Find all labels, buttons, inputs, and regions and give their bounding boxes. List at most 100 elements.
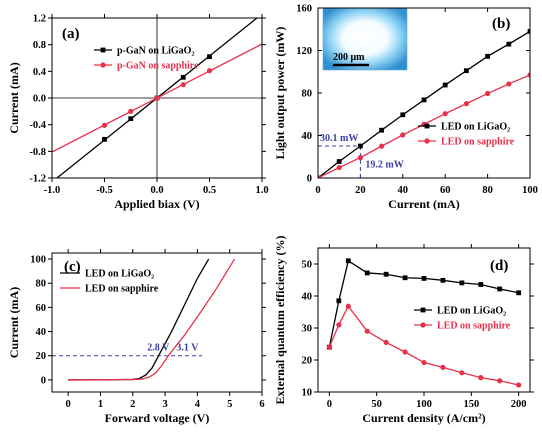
data-point: [478, 375, 484, 381]
x-tick-label: 200: [511, 399, 527, 410]
data-point: [506, 81, 512, 87]
data-point: [345, 303, 351, 309]
data-point: [485, 53, 490, 59]
data-point: [318, 175, 321, 178]
y-tick-label: 80: [36, 279, 47, 290]
x-tick-label: 0.5: [203, 185, 216, 196]
legend-label: LED on LiGaO₂: [437, 306, 506, 317]
data-point: [459, 280, 465, 286]
data-point: [400, 112, 406, 118]
data-point: [336, 298, 342, 304]
annotation-sapphire-voltage: 3.1 V: [176, 343, 199, 354]
data-point: [506, 41, 512, 47]
x-tick-label: 0: [315, 185, 320, 196]
data-point: [357, 155, 363, 161]
y-tick-label: 0.8: [33, 40, 46, 51]
x-tick-label: 3: [162, 399, 167, 410]
data-point: [379, 143, 385, 149]
plot-area: [326, 258, 522, 388]
y-tick-label: 20: [36, 351, 47, 362]
x-tick-label: 100: [522, 185, 538, 196]
data-point: [464, 68, 469, 74]
data-point: [459, 370, 465, 376]
legend-label: LED on sapphire: [441, 137, 515, 148]
y-tick-label: 30: [302, 324, 313, 335]
x-tick-label: 0: [66, 399, 71, 410]
y-tick-label: 0.4: [33, 67, 47, 78]
data-point: [485, 90, 491, 97]
plot-frame: [317, 7, 531, 179]
legend-marker: [100, 62, 106, 68]
y-axis-title: Current (mA): [7, 287, 21, 358]
y-tick-label: 80: [302, 89, 313, 100]
legend-marker: [424, 123, 430, 129]
data-point: [402, 349, 408, 355]
y-axis-title: Light output power (mW): [273, 27, 287, 160]
x-tick-label: 0.0: [150, 185, 163, 196]
x-tick-label: 50: [371, 399, 382, 410]
y-tick-label: 100: [30, 255, 46, 266]
data-point: [527, 28, 530, 34]
data-point: [207, 54, 212, 60]
data-point: [463, 101, 469, 107]
data-point: [128, 108, 134, 114]
y-tick-label: 0.0: [33, 94, 46, 105]
plot-frame: [317, 247, 531, 393]
annotation-ligao2-power: 30.1 mW: [320, 133, 358, 144]
data-point: [102, 136, 107, 142]
y-tick-label: 40: [302, 131, 313, 142]
data-point: [345, 258, 351, 264]
data-point: [440, 364, 446, 370]
x-tick-label: 60: [440, 185, 451, 196]
data-point: [128, 116, 134, 122]
data-point: [440, 277, 446, 283]
y-tick-label: 120: [296, 46, 312, 57]
x-tick-label: 20: [355, 185, 366, 196]
x-tick-label: 40: [398, 185, 409, 196]
inset-scale-label: 200 μm: [333, 52, 365, 63]
data-point: [442, 111, 448, 117]
x-axis-title: Current (mA): [388, 197, 459, 211]
x-tick-label: 5: [227, 399, 232, 410]
y-tick-label: 40: [36, 327, 47, 338]
chart-panel-b: 0 20 40 60 80 100 0 40 80 120 160 Current (mA) Light…: [273, 4, 538, 212]
data-point: [358, 143, 363, 149]
panel-label: (a): [62, 26, 80, 42]
x-axis-title: Forward voltage (V): [105, 411, 210, 425]
legend-label: LED on LiGaO₂: [85, 269, 154, 280]
x-tick-label: 80: [482, 185, 493, 196]
y-tick-label: -0.4: [29, 120, 46, 131]
data-point: [497, 378, 503, 384]
plot-frame: [51, 252, 263, 393]
data-point: [383, 339, 389, 345]
y-tick-label: 60: [36, 303, 47, 314]
data-point: [180, 82, 186, 88]
legend-label: p-GaN on sapphire: [117, 61, 199, 72]
x-tick-label: 100: [416, 399, 432, 410]
data-point: [497, 286, 503, 292]
x-tick-label: 2: [130, 399, 135, 410]
x-tick-label: 0: [327, 399, 332, 410]
series-line-sapphire: [68, 258, 236, 381]
data-point: [336, 164, 342, 171]
data-point: [402, 275, 408, 281]
series-line-sapphire: [328, 305, 519, 386]
y-tick-label: -1.2: [29, 174, 46, 185]
y-axis-title: Current (mA): [7, 62, 21, 133]
y-tick-label: 10: [302, 388, 313, 399]
series-line-ligao2: [328, 259, 519, 348]
data-point: [154, 95, 160, 101]
data-point: [516, 382, 522, 388]
y-axis-title: External quantum efficiency (%): [273, 236, 287, 405]
legend-label: LED on sapphire: [85, 284, 159, 295]
y-tick-label: 0: [41, 375, 46, 386]
data-point: [400, 132, 406, 138]
data-point: [421, 276, 427, 281]
x-tick-label: 4: [195, 399, 201, 410]
data-point: [442, 82, 448, 88]
x-tick-label: 150: [463, 399, 479, 410]
y-tick-label: 50: [302, 260, 313, 271]
y-tick-label: 20: [302, 356, 313, 367]
data-point: [516, 290, 522, 296]
